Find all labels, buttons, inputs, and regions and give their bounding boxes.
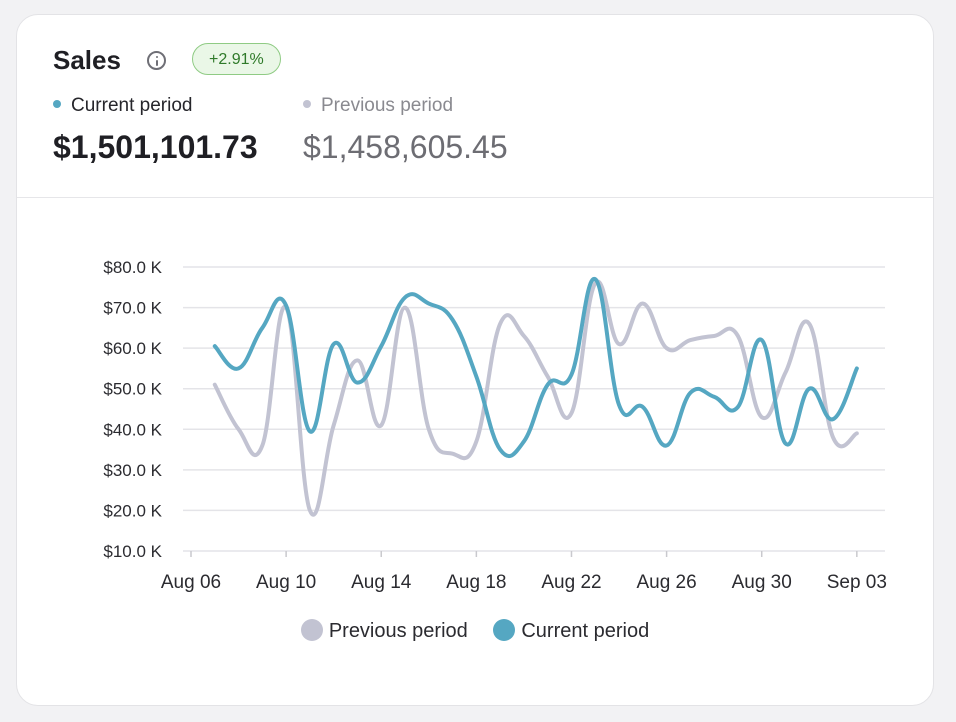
- current-period-total: $1,501,101.73: [53, 129, 258, 165]
- y-tick-label: $50.0 K: [103, 380, 162, 399]
- x-tick-label: Aug 30: [732, 572, 792, 593]
- current-period-text: Current period: [71, 95, 193, 116]
- series-line-current: [212, 277, 859, 459]
- y-tick-label: $70.0 K: [103, 299, 162, 318]
- card-title: Sales: [53, 45, 121, 75]
- y-tick-label: $10.0 K: [103, 542, 162, 561]
- chart-legend: Previous period Current period: [17, 619, 933, 643]
- x-tick-label: Aug 26: [636, 572, 696, 593]
- card-header: Sales +2.91% Current period Previous per…: [17, 15, 933, 198]
- series-line-previous: [212, 279, 859, 517]
- info-icon[interactable]: [147, 51, 166, 70]
- y-tick-label: $80.0 K: [103, 258, 162, 277]
- change-badge: +2.91%: [192, 43, 281, 75]
- current-period-label: Current period: [53, 95, 192, 117]
- sales-card: Sales +2.91% Current period Previous per…: [16, 14, 934, 706]
- previous-period-label: Previous period: [303, 95, 453, 117]
- legend-swatch-previous: [300, 619, 323, 641]
- previous-period-dot: [303, 100, 311, 108]
- x-tick-label: Aug 14: [351, 572, 412, 593]
- legend-item-current[interactable]: Current period: [493, 619, 649, 643]
- legend-item-previous[interactable]: Previous period: [300, 619, 468, 643]
- x-tick-label: Aug 10: [256, 572, 316, 593]
- previous-period-total: $1,458,605.45: [303, 129, 508, 165]
- sales-line-chart: $10.0 K $20.0 K $30.0 K $40.0 K $50.0 K $60.0…: [103, 258, 887, 593]
- x-tick-label: Aug 18: [446, 572, 506, 593]
- previous-period-text: Previous period: [321, 95, 454, 116]
- y-tick-label: $30.0 K: [103, 461, 162, 480]
- current-period-dot: [53, 100, 61, 108]
- y-tick-label: $20.0 K: [103, 501, 162, 520]
- legend-label-current: Current period: [521, 620, 650, 642]
- legend-swatch-current: [493, 619, 516, 641]
- legend-label-previous: Previous period: [328, 620, 468, 642]
- y-tick-label: $60.0 K: [103, 339, 162, 358]
- y-tick-label: $40.0 K: [103, 420, 162, 439]
- x-tick-label: Aug 06: [161, 572, 221, 593]
- x-tick-label: Sep 03: [827, 572, 887, 593]
- x-tick-label: Aug 22: [541, 572, 601, 593]
